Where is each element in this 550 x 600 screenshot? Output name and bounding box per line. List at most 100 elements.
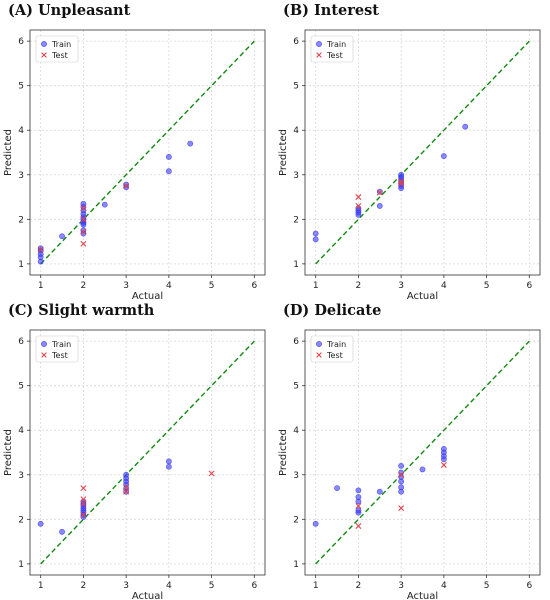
test-point xyxy=(355,523,362,529)
train-point xyxy=(376,488,383,495)
legend-box xyxy=(35,335,79,363)
test-point xyxy=(440,461,447,468)
y-tick-label: 3 xyxy=(293,471,299,481)
train-point xyxy=(80,227,87,234)
scatter-chart-a: 1 2 3 4 5 6 1 2 3 4 5 6 Train Test Actual Predicted xyxy=(3,29,266,300)
test-point xyxy=(80,496,87,503)
legend-train-label: Train xyxy=(51,40,71,49)
y-tick-label: 2 xyxy=(18,215,24,225)
train-point xyxy=(187,140,194,147)
y-tick-label: 1 xyxy=(293,560,299,570)
y-tick-label: 5 xyxy=(18,82,24,92)
scatter-chart-d: 1 2 3 4 5 6 1 2 3 4 5 6 Train Test Actual Predicted xyxy=(278,329,541,600)
train-point xyxy=(165,154,172,160)
x-tick-label: 3 xyxy=(123,581,129,591)
x-axis-label: Actual xyxy=(132,591,163,600)
train-point xyxy=(376,188,383,195)
x-tick-label: 1 xyxy=(38,281,44,291)
y-tick-label: 4 xyxy=(293,426,299,436)
legend-test-label: Test xyxy=(326,51,343,60)
legend-test-marker xyxy=(316,352,322,358)
train-point xyxy=(312,520,319,527)
x-tick-label: 6 xyxy=(526,281,532,291)
x-tick-label: 4 xyxy=(166,581,172,591)
legend-test-label: Test xyxy=(51,351,68,360)
test-point xyxy=(80,216,87,223)
y-tick-label: 2 xyxy=(293,515,299,525)
test-point xyxy=(376,189,383,196)
train-point xyxy=(80,200,87,207)
legend-test-marker xyxy=(41,52,47,58)
train-point xyxy=(440,153,447,159)
x-tick-label: 2 xyxy=(356,281,362,291)
x-tick-label: 6 xyxy=(526,581,532,591)
x-tick-label: 1 xyxy=(38,581,44,591)
y-tick-label: 6 xyxy=(18,337,24,347)
reference-line xyxy=(315,340,530,565)
reference-line xyxy=(315,40,530,265)
y-axis-label: Predicted xyxy=(278,129,289,176)
x-tick-label: 5 xyxy=(209,581,215,591)
legend-train-label: Train xyxy=(326,40,346,49)
test-point xyxy=(398,178,405,185)
test-point xyxy=(398,180,405,187)
y-axis-label: Predicted xyxy=(278,429,289,476)
train-point xyxy=(165,463,172,470)
x-tick-label: 4 xyxy=(166,281,172,291)
x-tick-label: 2 xyxy=(81,281,87,291)
y-tick-label: 4 xyxy=(293,126,299,136)
panel-title: (D) Delicate xyxy=(283,302,382,319)
y-tick-label: 2 xyxy=(18,515,24,525)
train-point xyxy=(312,236,319,243)
legend-box xyxy=(310,335,354,363)
legend-test-marker xyxy=(316,52,322,58)
train-point xyxy=(419,466,426,473)
legend-train-label: Train xyxy=(51,340,71,349)
legend-box xyxy=(35,35,79,63)
test-point xyxy=(355,194,362,201)
test-point xyxy=(123,182,130,189)
train-point xyxy=(37,520,44,527)
plot-frame xyxy=(29,329,266,576)
x-tick-label: 5 xyxy=(484,281,490,291)
train-point xyxy=(123,181,130,188)
legend-train-marker xyxy=(316,41,322,47)
x-tick-label: 2 xyxy=(81,581,87,591)
train-point xyxy=(59,233,65,240)
y-tick-label: 4 xyxy=(18,426,24,436)
x-axis-label: Actual xyxy=(132,291,163,300)
x-axis-label: Actual xyxy=(407,591,438,600)
panel-c: (C) Slight warmth 1 2 3 4 5 6 1 2 3 4 5 6 Train Test A… xyxy=(0,300,275,600)
legend-train-label: Train xyxy=(326,340,346,349)
train-point xyxy=(101,201,108,208)
legend-train-marker xyxy=(41,41,47,47)
reference-line xyxy=(40,40,255,265)
x-tick-label: 3 xyxy=(398,581,404,591)
y-tick-label: 1 xyxy=(293,260,299,270)
train-point xyxy=(398,171,405,178)
y-tick-label: 1 xyxy=(18,260,24,270)
test-point xyxy=(80,500,87,507)
panel-title: (A) Unpleasant xyxy=(8,2,131,19)
legend-test-label: Test xyxy=(326,351,343,360)
test-point xyxy=(80,228,87,235)
train-point xyxy=(123,471,130,478)
y-tick-label: 5 xyxy=(293,82,299,92)
x-tick-label: 6 xyxy=(251,281,257,291)
y-axis-label: Predicted xyxy=(3,129,14,176)
scatter-chart-c: 1 2 3 4 5 6 1 2 3 4 5 6 Train Test Actual Predicted xyxy=(3,329,266,600)
y-tick-label: 3 xyxy=(18,171,24,181)
legend-train-marker xyxy=(41,341,47,347)
plot-frame xyxy=(304,329,541,576)
panel-a: (A) Unpleasant 1 2 3 4 5 6 1 2 3 4 5 6 Train Test Actu… xyxy=(0,0,275,300)
train-point xyxy=(59,528,65,535)
x-tick-label: 1 xyxy=(313,281,319,291)
train-point xyxy=(312,230,319,237)
train-point xyxy=(398,484,405,491)
train-point xyxy=(37,245,44,252)
train-point xyxy=(334,485,340,492)
test-point xyxy=(123,488,130,495)
test-point xyxy=(355,202,362,209)
y-tick-label: 1 xyxy=(18,560,24,570)
y-tick-label: 4 xyxy=(18,126,24,136)
